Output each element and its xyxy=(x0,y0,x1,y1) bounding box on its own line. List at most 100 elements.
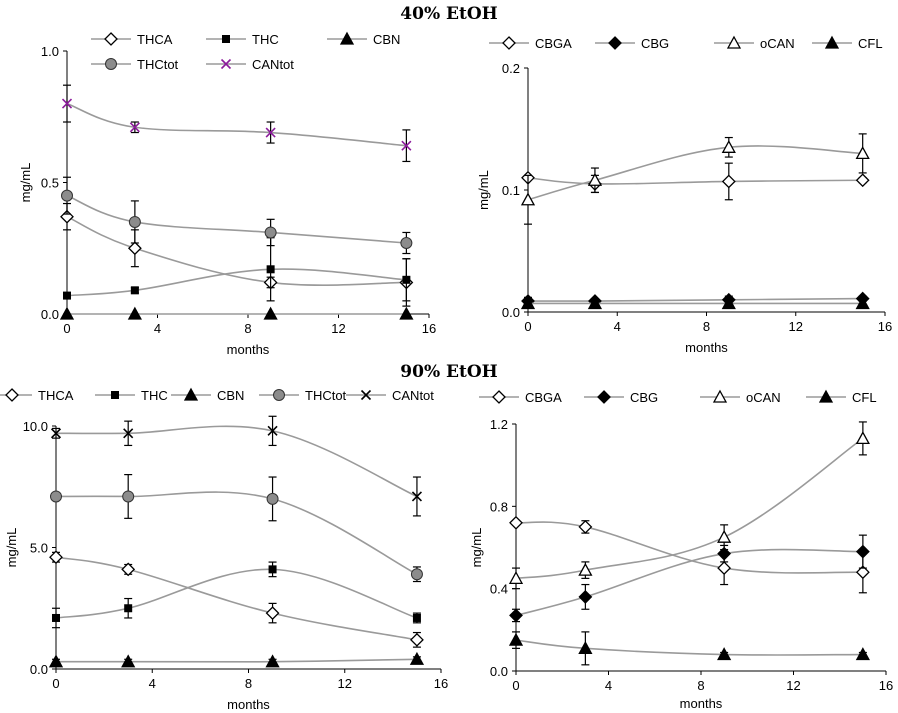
legend-label: CANtot xyxy=(252,57,294,72)
series-line xyxy=(515,548,863,617)
data-point xyxy=(855,431,870,445)
legend-label: CBG xyxy=(641,36,669,51)
series-thca xyxy=(49,550,424,648)
data-point xyxy=(717,647,732,661)
legend-label: CBGA xyxy=(525,390,562,405)
legend-marker xyxy=(726,35,742,49)
data-point xyxy=(121,654,136,668)
y-tick-label: 0.0 xyxy=(41,307,59,322)
data-point xyxy=(587,296,603,310)
legend-marker xyxy=(492,390,506,404)
data-point xyxy=(410,632,424,647)
data-point xyxy=(855,173,870,188)
data-point xyxy=(267,425,278,436)
legend-item-cbga: CBGA xyxy=(489,36,572,51)
x-tick-label: 12 xyxy=(789,319,803,334)
x-stroke xyxy=(220,58,232,70)
y-tick-label: 0.0 xyxy=(490,664,508,679)
data-point xyxy=(520,192,536,206)
legend-label: CBG xyxy=(630,390,658,405)
legend-marker xyxy=(273,389,285,401)
legend-label: CBN xyxy=(217,388,244,403)
x-stroke xyxy=(411,491,423,502)
data-point xyxy=(122,490,135,503)
series-thctot xyxy=(61,176,413,255)
series-line xyxy=(515,437,864,580)
data-point xyxy=(48,654,64,668)
x-stroke xyxy=(360,389,372,401)
data-point xyxy=(61,98,73,109)
y-tick-label: 1.2 xyxy=(490,417,508,432)
y-axis-label: mg/mL xyxy=(469,528,484,568)
x-stroke xyxy=(123,428,134,439)
y-tick-label: 0.5 xyxy=(41,176,59,191)
legend-label: THC xyxy=(252,32,279,47)
x-axis-label: months xyxy=(227,697,270,712)
x-stroke xyxy=(61,98,73,109)
legend-label: THCA xyxy=(137,32,173,47)
x-tick-label: 0 xyxy=(512,678,519,693)
data-point xyxy=(509,515,523,530)
data-point xyxy=(855,647,870,661)
legend-marker xyxy=(111,391,119,399)
data-point xyxy=(268,565,277,574)
legend-label: oCAN xyxy=(760,36,795,51)
legend-marker xyxy=(183,387,199,401)
series-line xyxy=(527,297,863,302)
data-point xyxy=(508,632,524,646)
data-point xyxy=(410,568,423,581)
data-point xyxy=(265,127,276,138)
y-tick-label: 0.0 xyxy=(30,662,48,677)
x-tick-label: 0 xyxy=(52,676,59,691)
x-tick-label: 12 xyxy=(331,321,345,336)
data-point xyxy=(401,140,412,151)
x-tick-label: 16 xyxy=(422,321,436,336)
data-point xyxy=(402,275,411,284)
data-point xyxy=(578,641,593,655)
data-point xyxy=(121,562,136,577)
series-thca xyxy=(60,202,414,307)
section-title-90-etoh: 90% EtOH xyxy=(400,362,498,382)
data-point xyxy=(123,428,134,439)
data-point xyxy=(59,306,75,320)
x-tick-label: 8 xyxy=(245,676,252,691)
data-point xyxy=(509,608,523,623)
data-point xyxy=(717,561,732,576)
x-tick-label: 4 xyxy=(154,321,161,336)
series-cantot xyxy=(61,84,412,163)
legend-item-ocan: oCAN xyxy=(700,389,781,405)
series-line xyxy=(55,658,417,663)
x-tick-label: 16 xyxy=(879,678,893,693)
data-point xyxy=(721,174,736,189)
x-tick-label: 4 xyxy=(614,319,621,334)
legend-marker xyxy=(502,36,516,50)
x-axis-label: months xyxy=(680,696,723,711)
legend-marker xyxy=(222,35,230,43)
x-tick-label: 0 xyxy=(63,321,70,336)
data-point xyxy=(717,546,732,561)
data-point xyxy=(721,139,736,153)
series-cbga xyxy=(521,162,870,201)
y-axis-label: mg/mL xyxy=(4,528,19,568)
y-tick-label: 0.0 xyxy=(502,305,520,320)
series-line xyxy=(66,268,407,297)
series-line xyxy=(527,177,863,185)
legend-item-cfl: CFL xyxy=(806,389,877,405)
legend-marker xyxy=(712,389,728,403)
data-point xyxy=(50,428,62,439)
series-cbga xyxy=(509,515,870,594)
series-cbn xyxy=(48,651,425,668)
data-point xyxy=(52,613,60,622)
data-point xyxy=(266,265,275,274)
data-point xyxy=(49,550,63,565)
legend-item-cbga: CBGA xyxy=(479,390,562,405)
data-point xyxy=(264,226,277,239)
y-tick-label: 0.8 xyxy=(490,499,508,514)
series-line xyxy=(515,521,863,574)
legend-item-thctot: THCtot xyxy=(259,388,347,403)
legend-label: CFL xyxy=(852,390,877,405)
data-point xyxy=(855,565,870,580)
data-point xyxy=(265,606,280,621)
